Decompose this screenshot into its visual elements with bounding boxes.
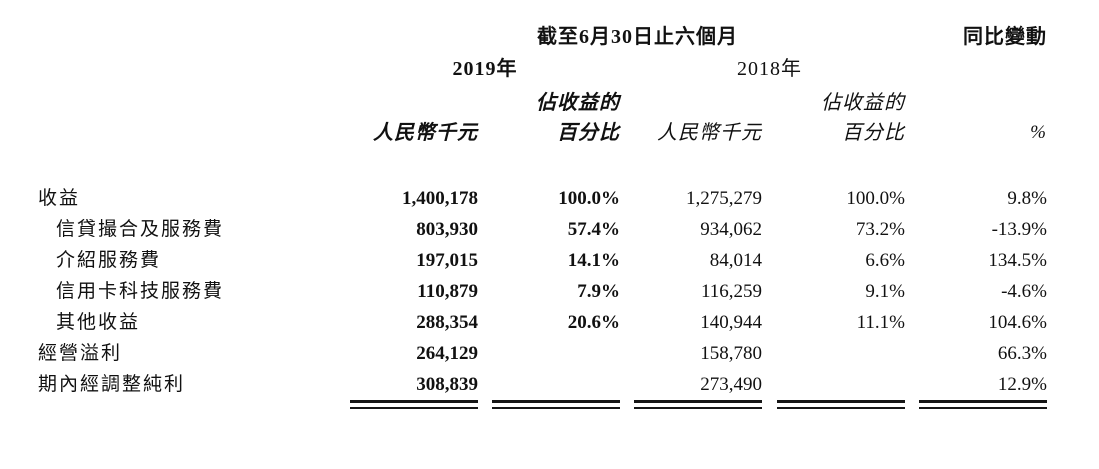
table-row-referral-fees: 介紹服務費 197,015 14.1% 84,014 6.6% 134.5% — [0, 245, 1099, 276]
pct-2019: 14.1% — [567, 250, 620, 271]
pct-2019: 20.6% — [567, 312, 620, 333]
value-2019: 110,879 — [417, 281, 478, 302]
value-2019: 803,930 — [416, 219, 478, 240]
year-2019-header: 2019年 — [452, 58, 518, 80]
value-2018: 158,780 — [700, 343, 762, 364]
pct-2018: 6.6% — [865, 250, 905, 271]
double-rule-col-yoy — [919, 400, 1047, 409]
double-rule-col-2019-value — [350, 400, 478, 409]
yoy-pct: 134.5% — [988, 250, 1047, 271]
table-row-revenue: 收益 1,400,178 100.0% 1,275,279 100.0% 9.8… — [0, 183, 1099, 214]
row-label: 期內經調整純利 — [38, 374, 186, 395]
value-2018: 273,490 — [700, 374, 762, 395]
value-2019: 197,015 — [416, 250, 478, 271]
rmb-thousands-2019-header: 人民幣千元 — [373, 122, 478, 144]
row-label: 經營溢利 — [38, 343, 123, 364]
pct-of-revenue-2019-line1: 佔收益的 — [536, 92, 620, 114]
yoy-pct: 66.3% — [997, 343, 1047, 364]
double-rule-col-2019-pct — [492, 400, 620, 409]
value-2018: 84,014 — [709, 250, 762, 271]
value-2018: 116,259 — [700, 281, 762, 302]
rmb-thousands-2018-header: 人民幣千元 — [657, 122, 762, 144]
row-label: 介紹服務費 — [56, 250, 162, 271]
yoy-pct: -4.6% — [1001, 281, 1047, 302]
yoy-pct: 9.8% — [1007, 188, 1047, 209]
yoy-pct: 104.6% — [988, 312, 1047, 333]
pct-2019: 100.0% — [558, 188, 620, 209]
value-2019: 308,839 — [416, 374, 478, 395]
value-2018: 140,944 — [700, 312, 762, 333]
value-2018: 934,062 — [700, 219, 762, 240]
value-2019: 288,354 — [416, 312, 478, 333]
yoy-pct: 12.9% — [997, 374, 1047, 395]
pct-2019: 57.4% — [567, 219, 620, 240]
table-row-adjusted-net-profit: 期內經調整純利 308,839 273,490 12.9% — [0, 369, 1099, 400]
pct-of-revenue-2018-line2: 百分比 — [842, 122, 905, 144]
yoy-pct: -13.9% — [991, 219, 1047, 240]
table-row-credit-card-tech-fees: 信用卡科技服務費 110,879 7.9% 116,259 9.1% -4.6% — [0, 276, 1099, 307]
table-row-operating-profit: 經營溢利 264,129 158,780 66.3% — [0, 338, 1099, 369]
pct-of-revenue-2019-line2: 百分比 — [557, 122, 620, 144]
year-2018-header: 2018年 — [737, 58, 802, 80]
value-2019: 1,400,178 — [402, 188, 478, 209]
double-rule-col-2018-value — [634, 400, 762, 409]
table-row-loan-facilitation-fees: 信貸撮合及服務費 803,930 57.4% 934,062 73.2% -13… — [0, 214, 1099, 245]
double-rule-col-2018-pct — [777, 400, 905, 409]
row-label: 信貸撮合及服務費 — [56, 219, 225, 240]
value-2018: 1,275,279 — [686, 188, 762, 209]
period-header: 截至6月30日止六個月 — [537, 26, 738, 48]
pct-symbol-header: % — [1030, 122, 1047, 143]
row-label: 信用卡科技服務費 — [56, 281, 225, 302]
pct-2018: 9.1% — [865, 281, 905, 302]
yoy-change-header: 同比變動 — [963, 26, 1047, 48]
row-label: 收益 — [38, 188, 81, 209]
pct-of-revenue-2018-line1: 佔收益的 — [821, 92, 905, 114]
pct-2018: 11.1% — [856, 312, 905, 333]
pct-2019: 7.9% — [577, 281, 620, 302]
pct-2018: 73.2% — [855, 219, 905, 240]
pct-2018: 100.0% — [846, 188, 905, 209]
value-2019: 264,129 — [416, 343, 478, 364]
row-label: 其他收益 — [56, 312, 141, 333]
table-row-other-revenue: 其他收益 288,354 20.6% 140,944 11.1% 104.6% — [0, 307, 1099, 338]
